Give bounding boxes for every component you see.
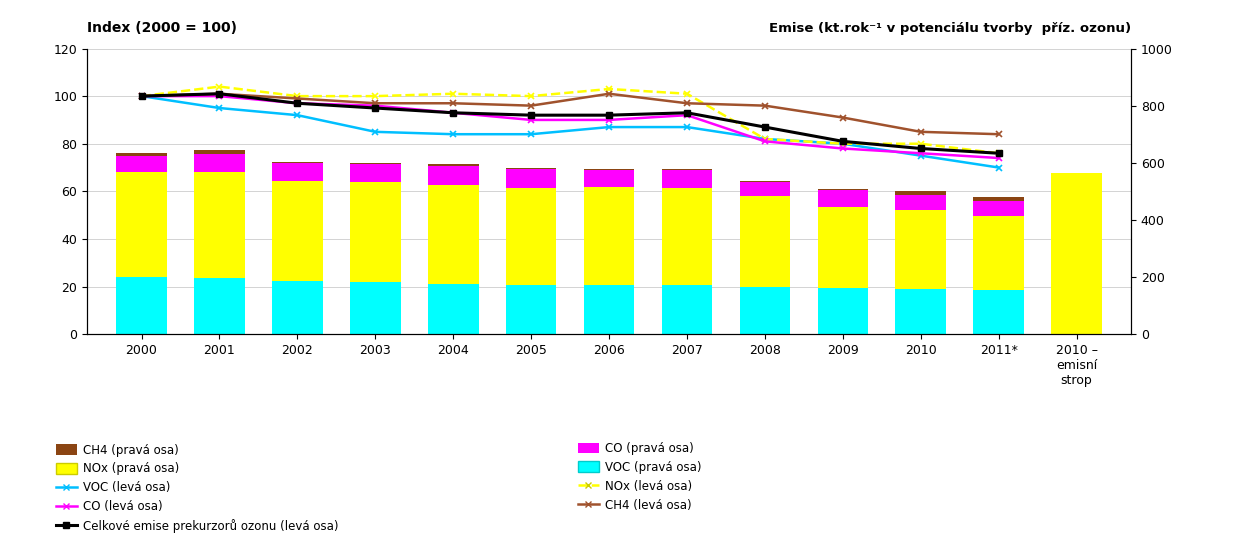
Bar <box>895 210 946 289</box>
Bar <box>351 182 400 282</box>
Bar <box>661 169 712 170</box>
Bar <box>351 282 400 334</box>
Bar <box>818 207 868 288</box>
Text: Emise (kt.rok⁻¹ v potenciálu tvorby  příz. ozonu): Emise (kt.rok⁻¹ v potenciálu tvorby příz… <box>769 22 1131 35</box>
Bar <box>584 285 634 334</box>
Bar <box>272 163 323 181</box>
Bar <box>272 181 323 281</box>
Bar <box>740 182 791 196</box>
Bar <box>818 288 868 334</box>
Bar <box>973 216 1024 290</box>
Bar <box>973 201 1024 216</box>
Bar <box>428 284 479 334</box>
Bar <box>740 181 791 182</box>
Bar <box>272 281 323 334</box>
Bar <box>506 285 557 334</box>
Bar <box>818 189 868 190</box>
Bar <box>194 155 245 172</box>
Bar <box>661 285 712 334</box>
Bar <box>895 289 946 334</box>
Legend: CO (pravá osa), VOC (pravá osa), NOx (levá osa), CH4 (levá osa): CO (pravá osa), VOC (pravá osa), NOx (le… <box>578 442 701 512</box>
Bar <box>272 162 323 163</box>
Bar <box>740 196 791 287</box>
Bar <box>895 191 946 195</box>
Bar <box>351 163 400 164</box>
Bar <box>584 186 634 285</box>
Bar <box>973 197 1024 201</box>
Bar <box>661 188 712 285</box>
Bar <box>194 150 245 155</box>
Bar <box>973 290 1024 334</box>
Bar <box>1052 174 1101 334</box>
Bar <box>194 172 245 278</box>
Bar <box>428 167 479 185</box>
Bar <box>818 190 868 207</box>
Bar <box>584 169 634 170</box>
Bar <box>428 164 479 167</box>
Bar <box>506 169 557 188</box>
Bar <box>740 287 791 334</box>
Text: Index (2000 = 100): Index (2000 = 100) <box>87 21 237 35</box>
Bar <box>584 170 634 186</box>
Bar <box>117 277 167 334</box>
Bar <box>661 170 712 188</box>
Bar <box>895 195 946 210</box>
Bar <box>194 278 245 334</box>
Legend: CH4 (pravá osa), NOx (pravá osa), VOC (levá osa), CO (levá osa), Celkové emise p: CH4 (pravá osa), NOx (pravá osa), VOC (l… <box>56 444 338 533</box>
Bar <box>351 164 400 182</box>
Bar <box>117 172 167 277</box>
Bar <box>506 168 557 169</box>
Bar <box>506 188 557 285</box>
Bar <box>428 185 479 284</box>
Bar <box>117 153 167 156</box>
Bar <box>117 156 167 172</box>
